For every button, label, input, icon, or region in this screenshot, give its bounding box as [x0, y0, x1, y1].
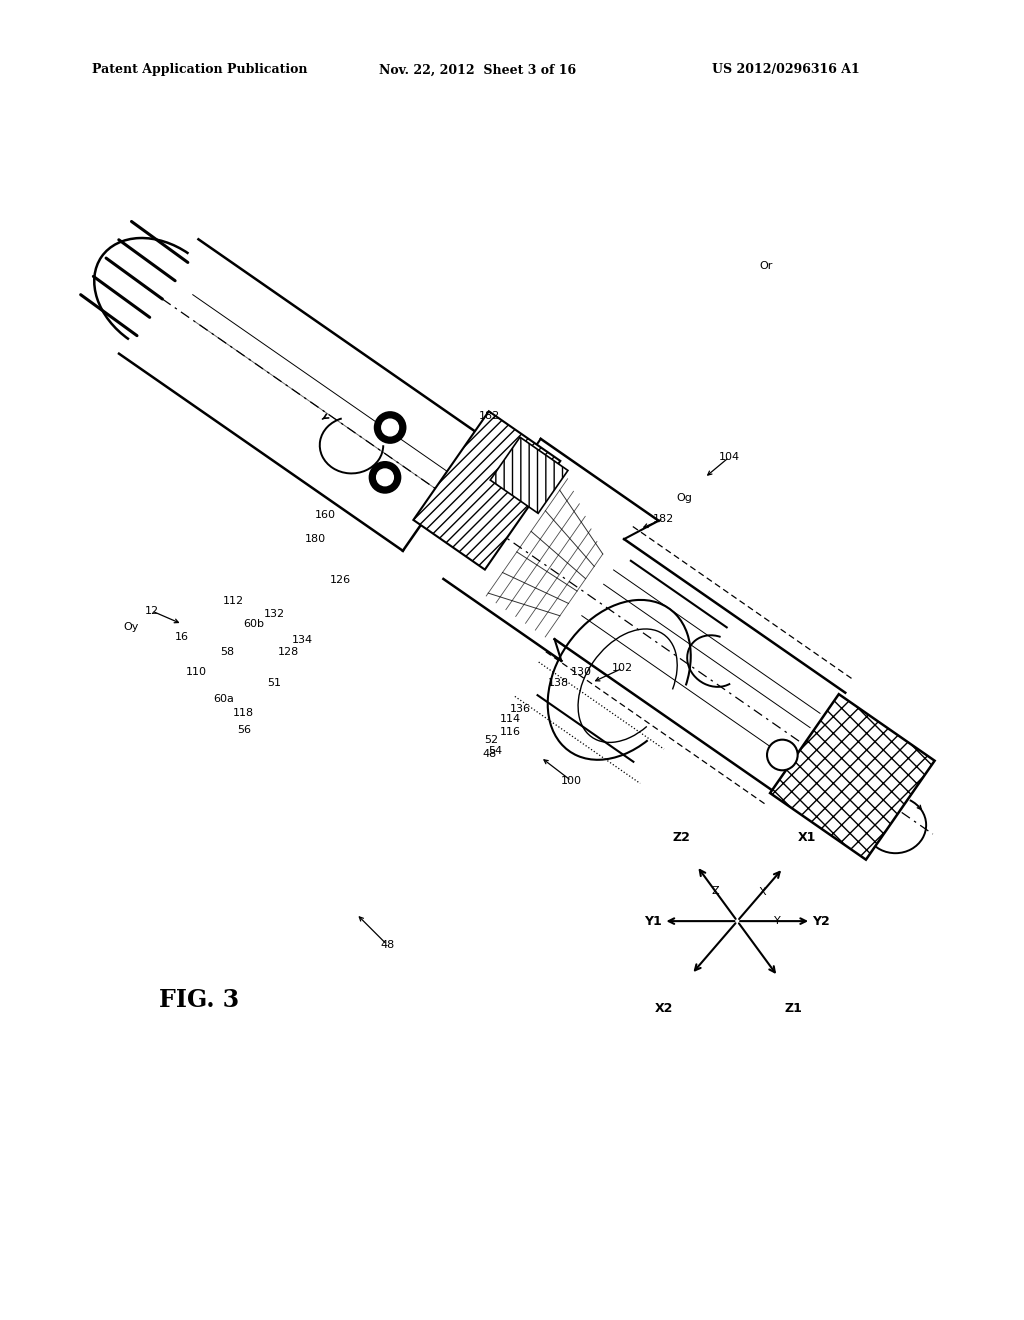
Text: 60a: 60a	[213, 694, 233, 704]
Text: 180: 180	[305, 535, 326, 544]
Text: 128: 128	[279, 647, 299, 657]
Text: Y1: Y1	[644, 915, 663, 928]
Text: 56: 56	[237, 725, 251, 735]
Text: 136: 136	[510, 704, 530, 714]
Text: 160: 160	[315, 510, 336, 520]
Polygon shape	[490, 437, 568, 513]
Text: 130: 130	[571, 668, 592, 677]
Circle shape	[370, 462, 400, 492]
Text: 116: 116	[500, 727, 520, 737]
Text: 114: 114	[500, 714, 520, 725]
Text: Oy: Oy	[123, 622, 139, 632]
Text: X: X	[759, 887, 766, 896]
Text: 126: 126	[330, 576, 350, 585]
Text: Og: Og	[676, 494, 692, 503]
Polygon shape	[414, 412, 560, 570]
Text: 102: 102	[612, 663, 633, 673]
Text: 182: 182	[653, 513, 674, 524]
Text: 138: 138	[548, 677, 568, 688]
Text: 182: 182	[479, 412, 500, 421]
Text: Z1: Z1	[784, 1002, 803, 1015]
Text: 58: 58	[220, 647, 234, 657]
Text: Patent Application Publication: Patent Application Publication	[92, 63, 307, 77]
Polygon shape	[770, 694, 935, 859]
Text: Z: Z	[711, 886, 719, 896]
Text: 118: 118	[233, 709, 254, 718]
Circle shape	[377, 469, 393, 486]
Text: 110: 110	[186, 668, 207, 677]
Text: 112: 112	[223, 595, 244, 606]
Text: FIG. 3: FIG. 3	[159, 987, 239, 1012]
Text: 52: 52	[484, 735, 499, 744]
Text: Nov. 22, 2012  Sheet 3 of 16: Nov. 22, 2012 Sheet 3 of 16	[379, 63, 577, 77]
Text: 48: 48	[482, 750, 497, 759]
Text: 51: 51	[267, 677, 282, 688]
Text: X2: X2	[654, 1002, 673, 1015]
Text: Z2: Z2	[672, 830, 690, 843]
Text: 60b: 60b	[244, 619, 264, 630]
Text: 132: 132	[264, 609, 285, 619]
Circle shape	[382, 420, 398, 436]
Text: 134: 134	[292, 635, 312, 644]
Text: 100: 100	[561, 776, 582, 785]
Text: 104: 104	[719, 453, 739, 462]
Text: 12: 12	[144, 606, 159, 616]
Text: Or: Or	[759, 261, 773, 271]
Text: 16: 16	[175, 632, 189, 643]
Text: US 2012/0296316 A1: US 2012/0296316 A1	[712, 63, 859, 77]
Text: Y2: Y2	[812, 915, 830, 928]
Text: X1: X1	[798, 830, 816, 843]
Circle shape	[375, 412, 406, 442]
Circle shape	[767, 739, 798, 771]
Text: 48: 48	[380, 940, 394, 949]
Text: 54: 54	[488, 746, 503, 756]
Text: Y: Y	[774, 916, 781, 927]
